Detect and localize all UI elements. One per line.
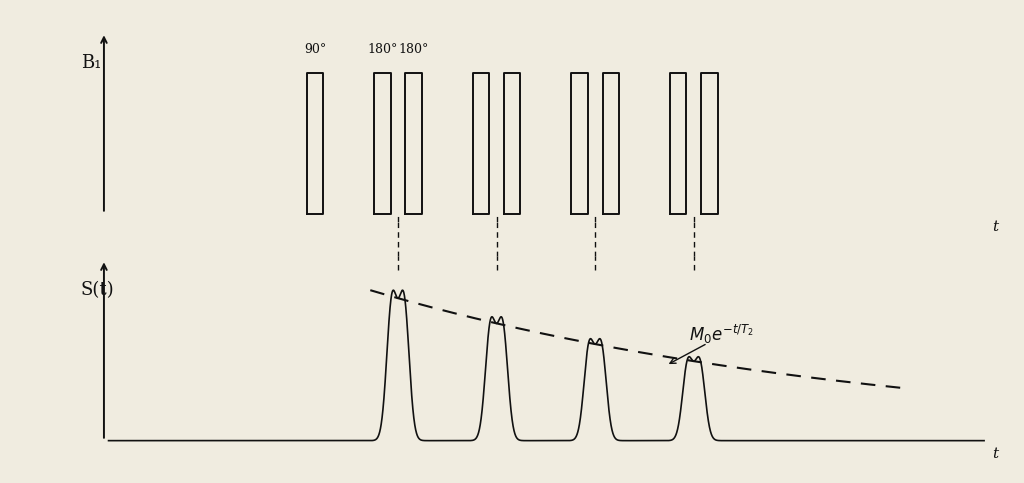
Text: 90°: 90° (304, 43, 326, 57)
Text: B₁: B₁ (81, 54, 101, 72)
Text: 180°: 180° (367, 43, 397, 57)
Text: t: t (992, 447, 997, 461)
Text: $M_0e^{-t/T_2}$: $M_0e^{-t/T_2}$ (689, 323, 754, 346)
Text: S(t): S(t) (81, 281, 115, 299)
Text: t: t (992, 220, 997, 234)
Text: 180°: 180° (398, 43, 429, 57)
